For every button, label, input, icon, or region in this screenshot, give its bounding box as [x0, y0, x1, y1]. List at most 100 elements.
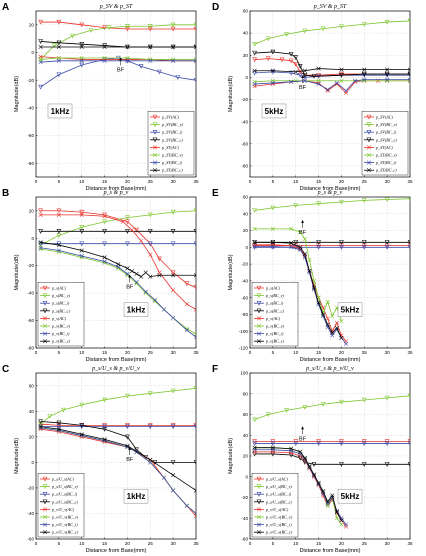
data-point [125, 271, 130, 276]
data-point [70, 33, 75, 39]
legend-label: p_v/U_v(AC) [51, 507, 75, 512]
legend-label: p_v/U_v(BC_c) [51, 530, 79, 535]
legend-label: p_s/U_s(BC_v) [51, 484, 78, 489]
y-axis-label: Magnitude(dB) [14, 438, 20, 474]
series-line-3 [40, 421, 196, 463]
data-point [193, 285, 196, 291]
x-axis-label: Distance from Base(mm) [300, 357, 361, 363]
data-point [252, 50, 257, 56]
data-point [102, 241, 107, 247]
data-point [361, 462, 367, 467]
data-point [320, 401, 326, 407]
legend-entry: p_v/U_v(BC_i) [40, 522, 78, 527]
legend-label: p_v(BC_i) [51, 331, 70, 336]
data-point [125, 241, 130, 247]
x-axis-label: Distance from Base(mm) [86, 186, 147, 192]
legend-entry: p_s(BC_v) [254, 293, 285, 299]
panel-title: p_s/U_s & p_v/U_v [305, 366, 354, 372]
legend-entry: p_ST(AC) [150, 145, 179, 150]
data-point [334, 80, 339, 86]
y-axis-label: Magnitude(dB) [228, 76, 234, 112]
x-tick-label: 5 [272, 350, 275, 355]
legend-entry: p_SV(BC_v) [150, 122, 184, 128]
data-point [384, 462, 390, 467]
series-line-1 [254, 395, 410, 421]
data-point [193, 229, 196, 234]
data-point [361, 397, 367, 403]
data-point [193, 424, 196, 430]
legend-marker [256, 301, 262, 306]
y-tick-label: -40 [27, 105, 34, 110]
legend-label: p_v(BC_v) [51, 324, 71, 329]
legend-entry: p_s(BC_i) [254, 301, 284, 306]
legend-entry: p_ST(AC) [364, 145, 393, 150]
panel-letter: A [2, 2, 9, 13]
legend-marker [42, 514, 48, 520]
series-line-5 [254, 80, 410, 83]
legend-label: p_s(AC) [51, 286, 67, 291]
x-tick-label: 20 [339, 179, 345, 184]
bf-annotation: BF [117, 57, 125, 73]
legend-entry: p_s/U_s(BC_i) [254, 492, 292, 497]
legend-label: p_v(BC_v) [265, 324, 285, 329]
data-point [193, 26, 196, 32]
legend-label: p_v/U_v(AC) [265, 507, 289, 512]
bf-annotation: BF [126, 274, 134, 290]
legend-entry: p_v(AC) [40, 316, 67, 321]
axes-frame [35, 196, 197, 349]
data-point [88, 28, 94, 33]
data-point [385, 67, 390, 72]
data-point [316, 73, 321, 78]
data-point [170, 460, 176, 465]
data-point [307, 270, 312, 275]
legend-label: p_SV(AC) [161, 115, 180, 120]
data-point [339, 245, 344, 250]
legend-entry: p_v/U_v(AC) [254, 507, 289, 512]
y-tick-label: 0 [245, 75, 248, 80]
data-point [339, 522, 344, 527]
x-tick-label: 30 [171, 541, 177, 546]
data-point [157, 256, 162, 262]
data-point [321, 312, 326, 317]
data-point [102, 229, 107, 234]
legend-label: p_ST(AC) [375, 145, 393, 150]
bf-label: BF [126, 457, 134, 463]
legend-entry: p_s/U_s(BC_v) [40, 484, 78, 490]
data-point [330, 493, 335, 498]
series-line-0 [40, 21, 196, 30]
data-point [106, 25, 112, 31]
legend-entry: p_s/U_s(BC_c) [40, 499, 78, 505]
data-point [265, 412, 271, 418]
y-tick-label: 0 [245, 245, 248, 250]
legend-label: p_v/U_v(BC_i) [265, 522, 292, 527]
data-point [102, 259, 107, 264]
bf-label: BF [126, 284, 134, 290]
data-point [125, 434, 130, 440]
data-point [157, 273, 162, 278]
legend-marker [42, 323, 48, 329]
data-point [148, 44, 153, 50]
data-point [125, 266, 130, 271]
y-tick-label: -20 [241, 495, 248, 500]
x-tick-label: 15 [316, 541, 322, 546]
data-point [152, 299, 157, 304]
legend-marker [42, 476, 48, 482]
data-point [152, 297, 157, 303]
legend-entry: p_SV(AC) [150, 115, 180, 120]
data-point [56, 40, 62, 46]
data-point [47, 414, 53, 419]
series-group [252, 393, 410, 529]
data-point [193, 241, 196, 247]
y-tick-label: -20 [27, 78, 34, 83]
data-point [252, 417, 257, 423]
data-point [79, 424, 85, 430]
data-point [339, 441, 344, 447]
y-tick-label: 60 [243, 412, 249, 417]
data-point [184, 281, 190, 286]
data-point [302, 253, 307, 258]
series-line-7 [40, 241, 196, 278]
legend-entry: p_SV(BC_i) [150, 130, 183, 135]
legend-label: p_v/U_v(BC_i) [51, 522, 78, 527]
data-point [330, 330, 335, 335]
data-point [56, 44, 61, 50]
